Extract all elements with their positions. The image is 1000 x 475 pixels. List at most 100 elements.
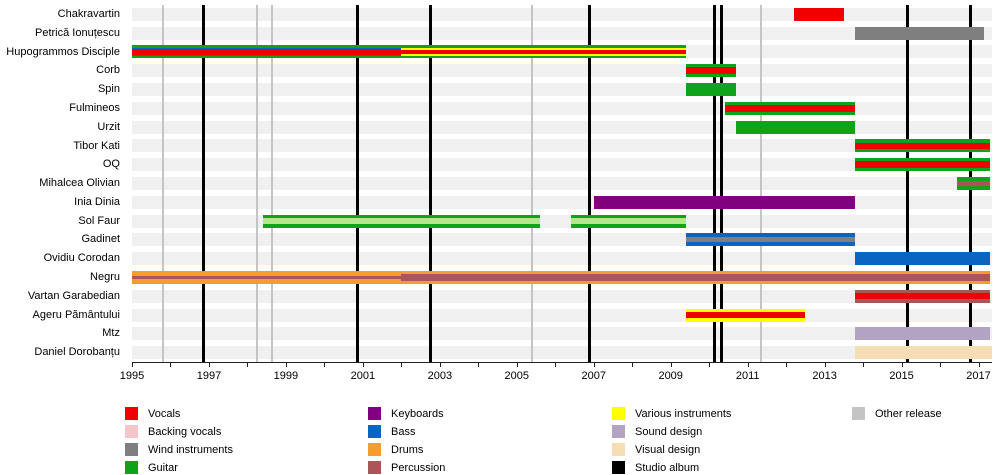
instrument-stripe-drums [401,270,991,274]
axis-year-label: 2003 [427,370,453,382]
studio-album-line [905,5,909,362]
axis-tick [132,363,133,367]
member-bar [132,45,402,59]
instrument-stripe-various [686,318,806,322]
row-band [132,26,992,40]
row-band [132,252,992,266]
other-release-line [271,5,274,362]
axis-tick [516,363,518,367]
row-band [132,101,992,115]
instrument-stripe-guitar [686,83,737,97]
legend-label: Visual design [635,444,701,456]
legend-swatch-guitar [125,461,138,474]
axis-tick [362,363,364,367]
member-label: Mihalcea Olivian [39,177,120,190]
member-label: Urzit [97,120,120,133]
instrument-stripe-guitar_light [262,217,540,225]
instrument-stripe-percussion [855,289,991,294]
axis-tick [940,363,942,367]
instrument-stripe-vocals [855,161,991,169]
member-bar [855,289,991,303]
member-bar [855,26,985,40]
axis-year-label: 2013 [812,370,837,382]
axis-year-label: 1995 [119,370,145,382]
instrument-stripe-vocals [686,311,806,319]
member-bar [736,120,856,134]
member-label: Tibor Kati [73,139,120,152]
member-bar [724,101,856,115]
member-label: Gadinet [81,233,120,246]
member-bar [793,7,844,21]
member-label: Daniel Dorobanțu [34,346,120,359]
axis-year-label: 2001 [350,370,376,382]
other-release-line [531,5,534,362]
row-band [132,177,992,190]
instrument-stripe-vocals [686,67,737,75]
instrument-stripe-guitar [401,45,687,48]
instrument-stripe-percussion [855,299,991,303]
instrument-stripe-vocals [855,293,991,300]
instrument-stripe-guitar [262,224,540,228]
member-bar [686,83,737,97]
axis-year-label: 2009 [658,370,683,382]
member-bar [855,327,991,341]
member-bar [593,195,856,209]
instrument-stripe-keyboards [593,195,856,209]
instrument-stripe-guitar [570,224,687,228]
legend-label: Wind instruments [148,444,233,456]
instrument-stripe-guitar [855,139,991,143]
axis-tick [709,363,711,367]
instrument-stripe-guitar [132,45,402,48]
member-bar [686,233,856,247]
instrument-stripe-bass [132,47,402,50]
axis-tick [247,363,249,367]
member-label: Negru [90,271,120,284]
instrument-stripe-percussion [132,275,402,279]
row-band [132,346,992,360]
axis-tick [786,363,788,367]
studio-album-line [355,5,359,362]
axis-tick [978,363,980,367]
instrument-stripe-bass [686,242,856,247]
axis-year-label: 1997 [196,370,222,382]
member-label: Mtz [102,327,120,340]
member-bar [855,252,991,266]
legend-swatch-studio_album [612,461,625,474]
instrument-stripe-guitar [262,214,540,218]
plot-area [132,5,992,362]
axis-tick [478,363,480,367]
instrument-stripe-drums [401,281,991,284]
axis-tick [747,363,749,367]
instrument-stripe-guitar [724,111,856,115]
row-band [132,195,992,209]
member-label: Spin [97,83,120,96]
legend-label: Other release [875,408,942,420]
axis-year-label: 2015 [889,370,914,382]
x-axis: 1995 1997 1999 2001 2003 2005 2007 2009 2011 2013… [120,362,992,393]
instrument-stripe-various [686,308,806,312]
legend-label: Drums [391,444,424,456]
member-label: Sol Faur [78,214,120,227]
studio-album-line [588,5,592,362]
member-bar [855,158,991,172]
member-bar [401,45,687,59]
other-release-line [256,5,259,362]
member-labels-column: Chakravartin Petrică Ionuțescu Hupogrammos… [0,5,126,362]
instrument-stripe-vocals [132,49,402,55]
instrument-stripe-guitar [855,149,991,153]
member-bar [855,139,991,153]
studio-album-line [428,5,432,362]
row-band [132,289,992,303]
legend-swatch-keyboards [368,407,381,420]
instrument-stripe-bass [686,233,856,238]
instrument-stripe-guitar [132,56,402,59]
member-label: Vartan Garabedian [27,289,120,302]
legend-swatch-other_release [852,407,865,420]
axis-tick [593,363,595,367]
axis-year-label: 1999 [273,370,299,382]
axis-tick [824,363,826,367]
instrument-stripe-guitar_light [570,217,687,225]
member-bar [686,64,737,78]
legend-label: Vocals [148,408,181,420]
